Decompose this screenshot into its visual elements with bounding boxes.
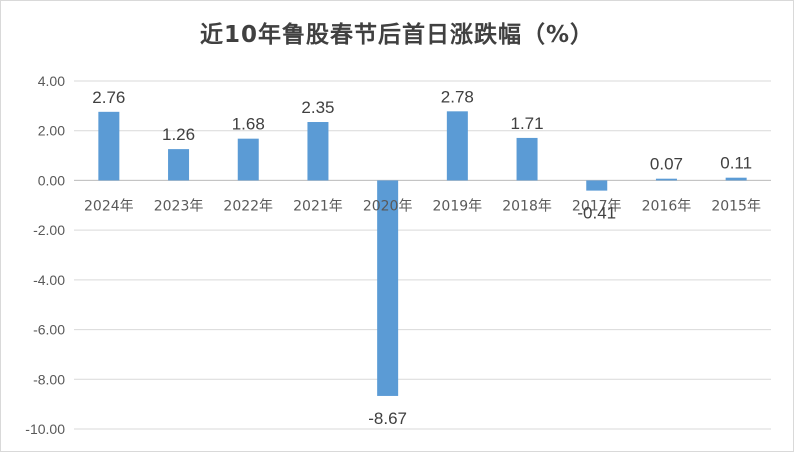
data-label: 0.11 bbox=[720, 154, 752, 173]
data-label: -8.67 bbox=[368, 409, 407, 428]
x-tick-label: 2017年 bbox=[572, 198, 622, 214]
data-label: -0.41 bbox=[577, 204, 616, 223]
x-tick-label: 2024年 bbox=[84, 198, 134, 214]
chart-title: 近10年鲁股春节后首日涨跌幅（%） bbox=[199, 22, 595, 48]
y-tick-label: -2.00 bbox=[33, 222, 65, 238]
y-tick-label: 4.00 bbox=[38, 73, 65, 89]
bar bbox=[98, 111, 120, 181]
data-label: 1.71 bbox=[511, 114, 544, 133]
bar bbox=[377, 180, 399, 396]
y-tick-label: 0.00 bbox=[38, 172, 65, 188]
x-tick-label: 2016年 bbox=[642, 198, 692, 214]
data-label: 1.68 bbox=[232, 115, 265, 134]
x-tick-label: 2021年 bbox=[293, 198, 343, 214]
bar bbox=[516, 137, 538, 181]
x-tick-label: 2019年 bbox=[433, 198, 483, 214]
bar bbox=[446, 111, 468, 181]
x-tick-label: 2018年 bbox=[502, 198, 552, 214]
bar bbox=[655, 178, 677, 181]
y-tick-label: -8.00 bbox=[33, 371, 65, 387]
x-tick-label: 2020年 bbox=[363, 198, 413, 214]
data-label: 1.26 bbox=[162, 125, 195, 144]
data-label: 2.78 bbox=[441, 87, 474, 106]
data-label: 0.07 bbox=[650, 155, 683, 174]
bar bbox=[725, 177, 747, 181]
bar bbox=[307, 122, 329, 181]
x-tick-label: 2023年 bbox=[154, 198, 204, 214]
bar bbox=[237, 138, 259, 181]
data-label: 2.35 bbox=[301, 98, 334, 117]
data-label: 2.76 bbox=[92, 88, 125, 107]
y-tick-label: -6.00 bbox=[33, 322, 65, 338]
y-tick-label: -10.00 bbox=[25, 421, 65, 437]
x-tick-label: 2022年 bbox=[223, 198, 273, 214]
y-tick-label: -4.00 bbox=[33, 272, 65, 288]
bar bbox=[586, 180, 608, 191]
y-tick-label: 2.00 bbox=[38, 123, 65, 139]
x-tick-label: 2015年 bbox=[711, 198, 761, 214]
bar bbox=[168, 149, 190, 181]
